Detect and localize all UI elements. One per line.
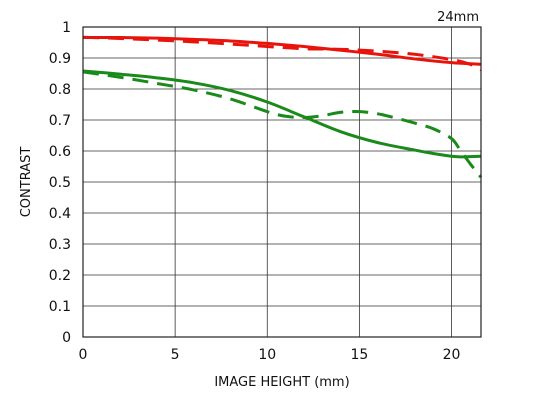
x-tick-label: 0 <box>79 347 88 363</box>
series-line-3 <box>82 69 482 159</box>
y-tick-label: 0 <box>62 330 71 346</box>
x-tick-label: 20 <box>443 347 461 363</box>
plot-frame <box>82 26 482 338</box>
y-tick-label: 0.6 <box>49 144 71 160</box>
series-line-4 <box>82 70 483 179</box>
series-layer <box>82 35 483 179</box>
x-tick-label: 5 <box>171 347 180 363</box>
tick-layer: 00.10.20.30.40.50.60.70.80.910 5 10 15 20 <box>49 20 461 363</box>
y-tick-label: 0.9 <box>49 51 71 67</box>
y-axis-title: CONTRAST <box>19 147 34 218</box>
y-tick-label: 0.2 <box>49 268 71 284</box>
series-line-1 <box>82 35 482 66</box>
x-axis-title: IMAGE HEIGHT (mm) <box>214 375 349 390</box>
x-tick-label: 10 <box>258 347 276 363</box>
y-tick-label: 0.3 <box>49 237 71 253</box>
focal-length-label: 24mm <box>437 10 479 25</box>
y-tick-label: 0.7 <box>49 113 71 129</box>
y-tick-label: 0.5 <box>49 175 71 191</box>
x-tick-label: 15 <box>350 347 368 363</box>
y-tick-label: 0.8 <box>49 82 71 98</box>
y-tick-label: 0.1 <box>49 299 71 315</box>
y-tick-label: 1 <box>62 20 71 36</box>
series-line-2 <box>82 35 482 72</box>
y-tick-label: 0.4 <box>49 206 71 222</box>
grid-layer <box>82 26 481 338</box>
